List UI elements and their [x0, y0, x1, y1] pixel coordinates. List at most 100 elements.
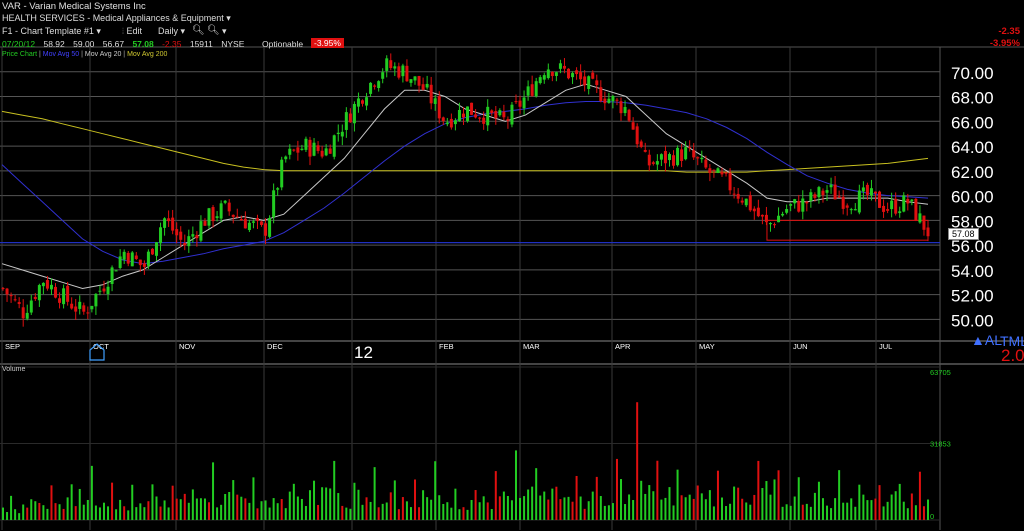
zoom-out-icon[interactable]: 🔍︎ — [207, 25, 220, 36]
candle — [191, 226, 195, 243]
candle — [813, 192, 817, 202]
volume-bar — [82, 504, 85, 520]
volume-bar — [882, 506, 885, 520]
volume-bar — [478, 502, 481, 520]
candle — [635, 123, 639, 148]
candle — [676, 145, 680, 167]
quote-date: 07/20/12 — [2, 39, 36, 49]
candle — [599, 80, 603, 103]
volume-bar — [773, 479, 776, 520]
volume-bar — [615, 458, 618, 520]
candle — [260, 220, 264, 227]
volume-bar — [547, 499, 550, 520]
volume-bar — [405, 501, 408, 520]
candle — [534, 77, 538, 98]
volume-bar — [753, 494, 756, 520]
range-box — [766, 219, 929, 241]
period-dropdown[interactable]: Daily ▾ — [158, 26, 185, 37]
volume-bar — [749, 504, 752, 520]
volume-bar — [838, 470, 841, 520]
volume-bar — [607, 505, 610, 520]
candle — [857, 184, 861, 215]
earnings-marker-icon[interactable] — [89, 343, 105, 361]
al-indicator[interactable]: ▲AL — [971, 332, 1002, 348]
al-label: AL — [984, 332, 1002, 348]
x-tick-label: DEC — [267, 342, 283, 351]
candle — [659, 153, 663, 167]
volume-bar — [308, 490, 311, 520]
candle — [320, 145, 324, 159]
y-tick-label: 70.00 — [951, 64, 994, 83]
volume-bar — [813, 492, 816, 520]
candle — [211, 205, 215, 228]
candle — [70, 297, 74, 310]
candle — [720, 167, 724, 177]
volume-bar — [579, 496, 582, 520]
candle — [518, 95, 522, 114]
quote-open: 58.92 — [43, 39, 65, 49]
x-tick-label: OCT — [93, 342, 109, 351]
y-tick-label: 54.00 — [951, 262, 994, 281]
candle — [163, 217, 167, 236]
quote-low: 56.67 — [102, 39, 125, 49]
candle — [611, 94, 615, 109]
volume-bar — [203, 498, 206, 520]
volume-bar — [664, 497, 667, 520]
volume-bar — [38, 502, 41, 520]
candle — [918, 205, 922, 224]
volume-bar — [850, 498, 853, 520]
candle — [385, 55, 389, 78]
volume-bar — [232, 480, 235, 520]
candle — [405, 59, 409, 82]
volume-bar — [276, 503, 279, 520]
volume-bar — [458, 509, 461, 520]
zoom-in-icon[interactable]: 🔍︎ — [192, 25, 205, 36]
edit-button[interactable]: ⦙ Edit — [122, 26, 142, 37]
volume-bar — [62, 508, 65, 520]
volume-bar — [886, 501, 889, 520]
volume-bar — [369, 501, 372, 520]
candle — [243, 211, 247, 229]
candle — [740, 197, 744, 205]
ticker-title: VAR - Varian Medical Systems Inc — [2, 1, 146, 12]
volume-bar — [357, 489, 360, 520]
volume-bar — [927, 499, 929, 520]
volume-bar — [809, 506, 812, 520]
candle — [789, 203, 793, 212]
candle — [461, 107, 465, 125]
candle — [437, 91, 441, 124]
x-tick-label: APR — [615, 342, 631, 351]
candle — [49, 278, 53, 296]
volume-bar — [898, 483, 901, 520]
candle — [389, 53, 393, 71]
volume-bar — [793, 496, 796, 520]
volume-bar — [696, 485, 699, 520]
tml-label[interactable]: TML — [1000, 333, 1024, 349]
volume-bar — [765, 481, 768, 520]
volume-bar — [337, 493, 340, 520]
candle — [352, 101, 356, 132]
chevron-down-icon[interactable]: ▾ — [222, 26, 227, 36]
candle — [466, 106, 470, 123]
candle — [482, 111, 486, 130]
candle — [906, 193, 910, 211]
chart-legend: Price Chart | Mov Avg 50 | Mov Avg 20 | … — [2, 51, 168, 58]
template-label: F1 - Chart Template #1 — [2, 26, 94, 36]
volume-bar — [212, 462, 215, 520]
price-candles — [1, 53, 930, 327]
candle — [312, 138, 316, 157]
candle — [526, 80, 530, 101]
volume-bar — [268, 507, 271, 520]
candle — [41, 282, 45, 295]
volume-bar — [325, 487, 328, 520]
candle — [748, 191, 752, 212]
volume-bar — [737, 487, 740, 520]
candle — [708, 164, 712, 182]
industry-dropdown[interactable]: HEALTH SERVICES - Medical Appliances & E… — [2, 13, 231, 24]
template-dropdown[interactable]: F1 - Chart Template #1 ▾ — [2, 26, 101, 37]
candle — [66, 281, 70, 306]
candle — [187, 229, 191, 253]
volume-bar — [454, 488, 457, 520]
candle — [433, 95, 437, 111]
volume-bar — [785, 504, 788, 520]
